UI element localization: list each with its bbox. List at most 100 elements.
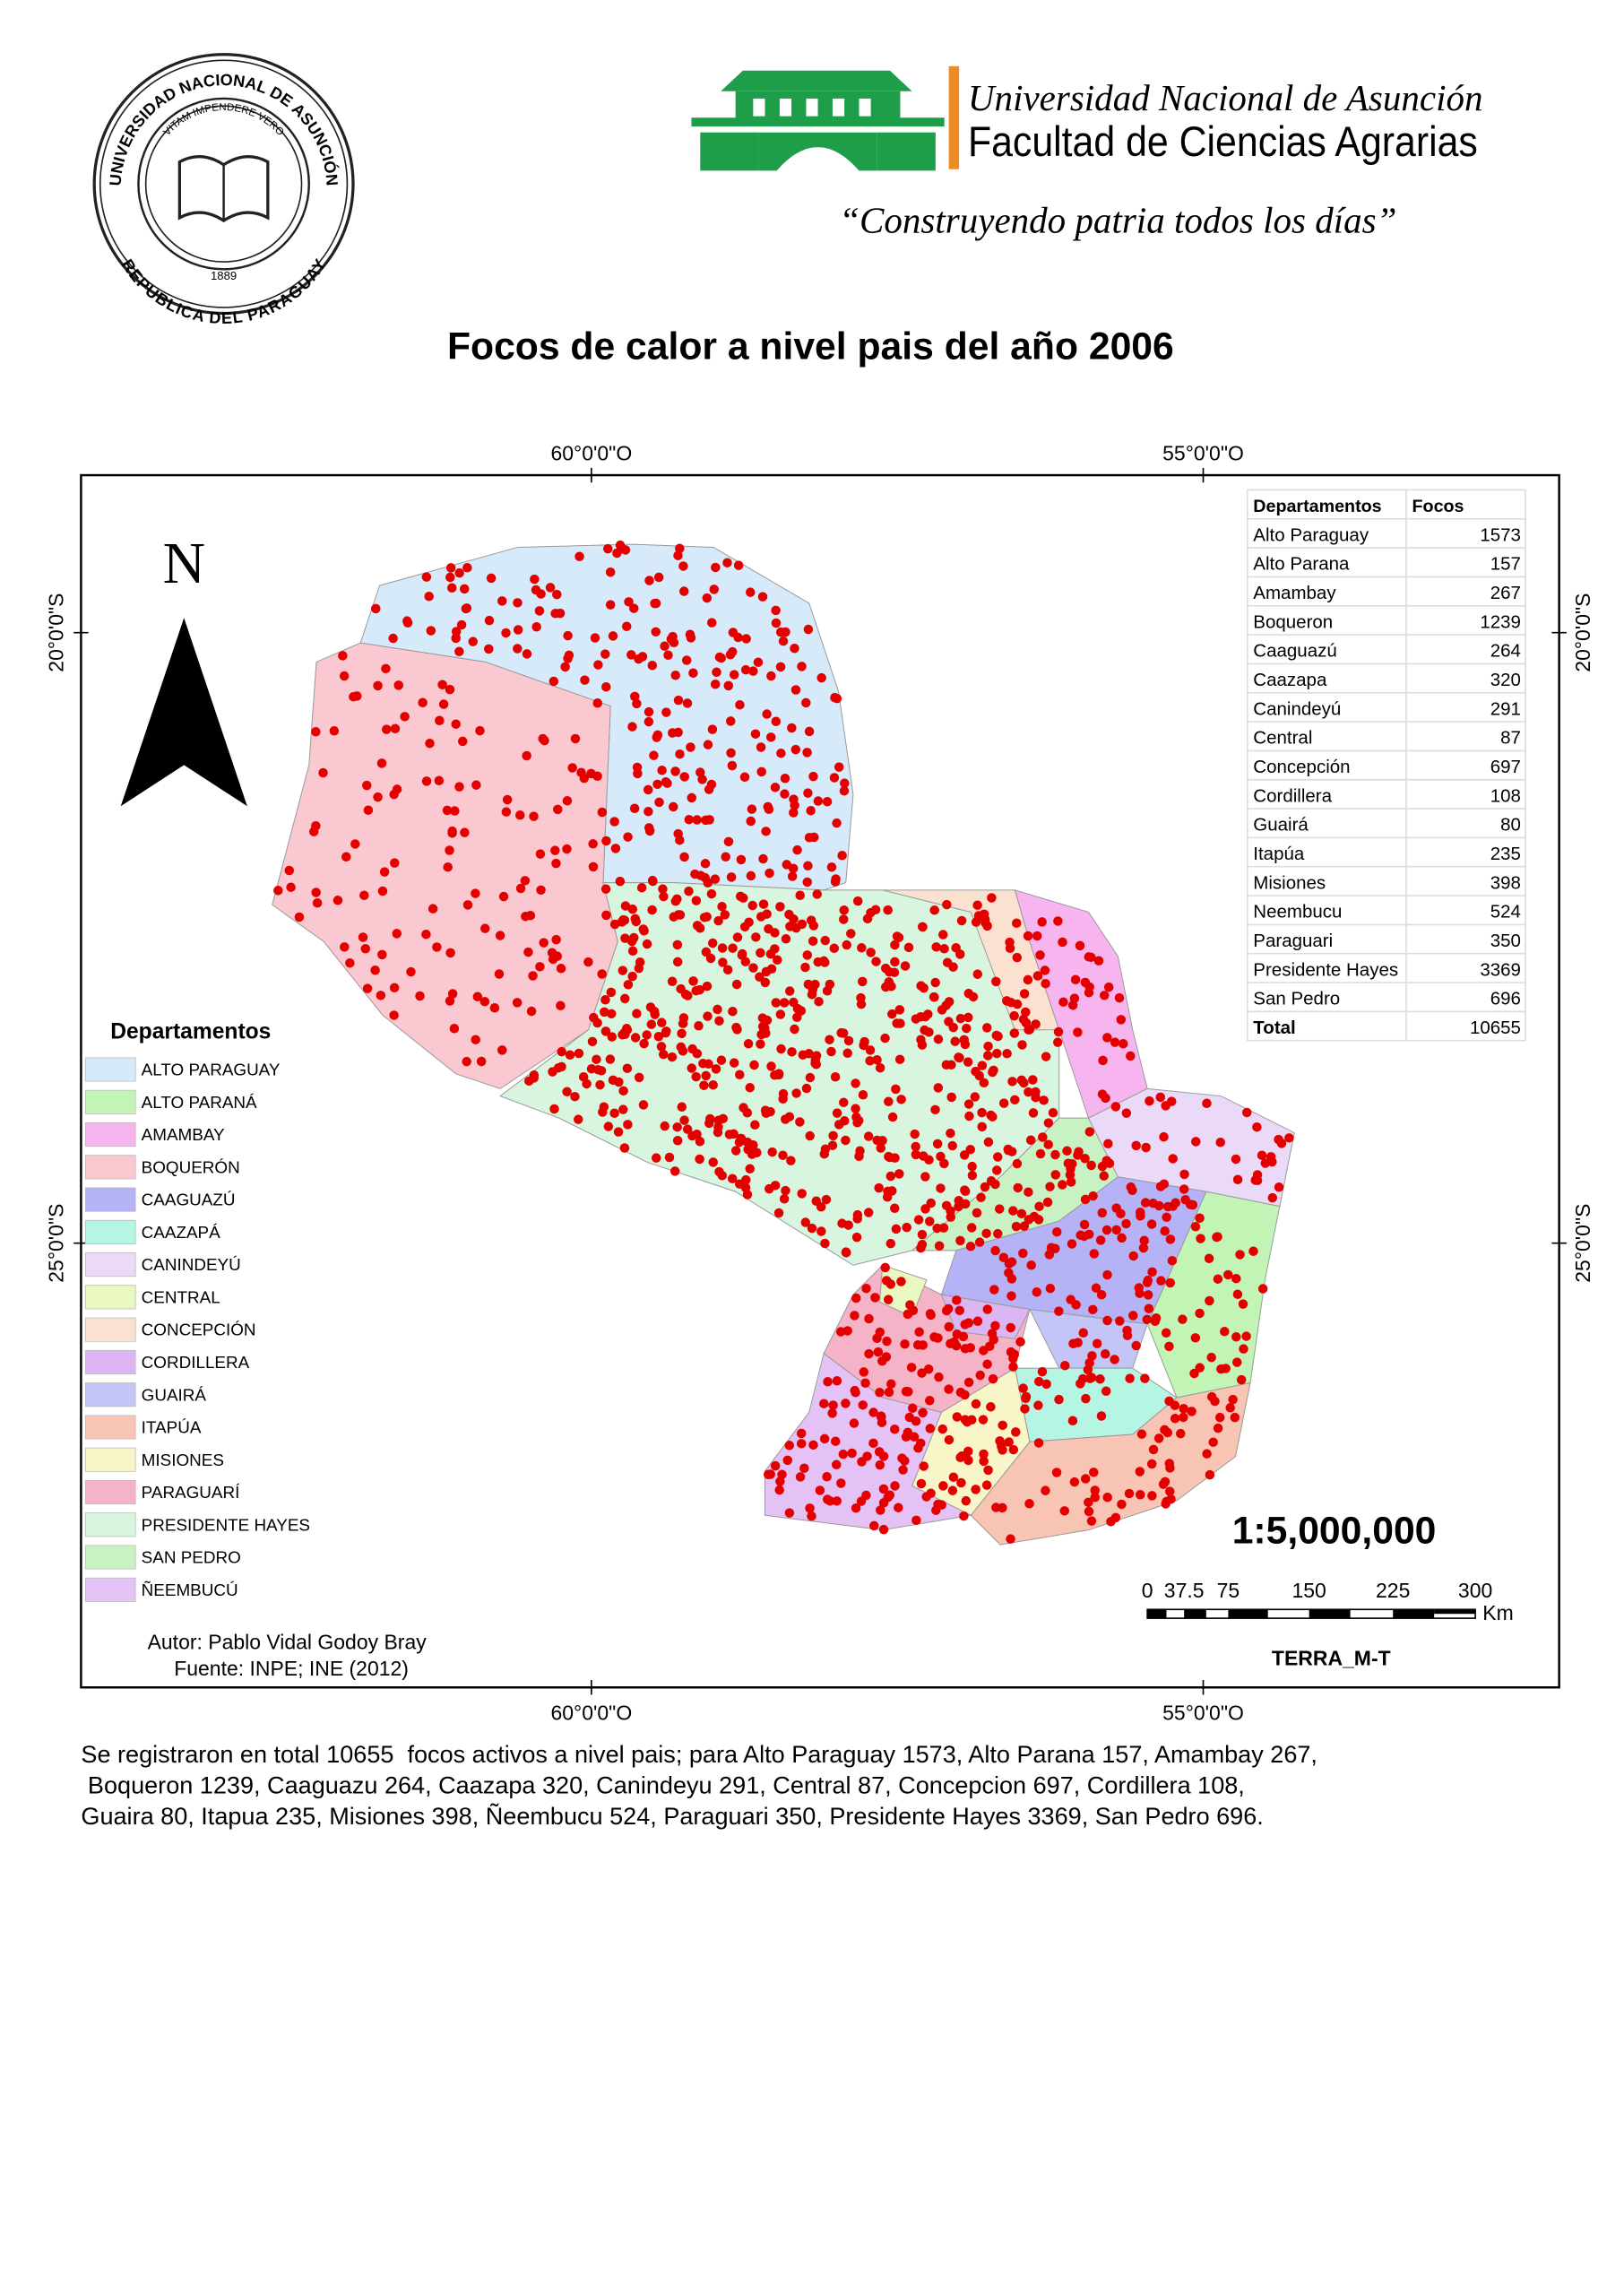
fire-hotspot <box>661 776 671 787</box>
fire-hotspot <box>1213 1274 1223 1284</box>
title: Focos de calor a nivel pais del año 2006 <box>447 325 1174 368</box>
fire-hotspot <box>687 1063 697 1073</box>
fire-hotspot <box>1040 966 1050 975</box>
fire-hotspot <box>778 1150 788 1160</box>
fire-hotspot <box>831 1436 841 1446</box>
fire-hotspot <box>998 1445 1007 1455</box>
fire-hotspot <box>936 1183 946 1193</box>
fire-hotspot <box>1045 1283 1056 1294</box>
fire-hotspot <box>562 795 573 806</box>
fire-hotspot <box>678 586 689 596</box>
fire-hotspot <box>589 1012 599 1023</box>
fire-hotspot <box>758 853 768 864</box>
fire-hotspot <box>1011 1427 1021 1437</box>
fire-hotspot <box>1081 1393 1091 1404</box>
fire-hotspot <box>979 909 989 919</box>
fire-hotspot <box>443 862 453 872</box>
legend-swatch <box>84 1479 136 1505</box>
fire-hotspot <box>1067 1000 1078 1010</box>
fire-hotspot <box>1104 1158 1115 1168</box>
fire-hotspot <box>421 572 432 582</box>
fire-hotspot <box>1252 1122 1262 1132</box>
fire-hotspot <box>1086 1516 1097 1526</box>
fire-hotspot <box>1093 956 1104 966</box>
fire-hotspot <box>774 1485 784 1495</box>
fire-hotspot <box>345 957 355 968</box>
fire-hotspot <box>609 1108 619 1119</box>
fire-hotspot <box>1212 1232 1222 1243</box>
fire-hotspot <box>876 1505 885 1515</box>
fire-hotspot <box>779 998 790 1008</box>
fire-hotspot <box>425 738 435 749</box>
fire-hotspot <box>746 870 756 881</box>
fire-hotspot <box>1170 1400 1180 1410</box>
fire-hotspot <box>1045 1182 1055 1191</box>
fire-hotspot <box>938 1223 949 1233</box>
fire-hotspot <box>911 1149 921 1160</box>
fire-hotspot <box>1004 1437 1014 1447</box>
fire-hotspot <box>359 890 369 900</box>
table-cell: 398 <box>1490 872 1521 893</box>
fire-hotspot <box>956 1477 966 1488</box>
fire-hotspot <box>913 1215 924 1225</box>
fire-hotspot <box>703 1011 713 1021</box>
fire-hotspot <box>903 1387 913 1397</box>
fire-hotspot <box>1008 1362 1018 1372</box>
fire-hotspot <box>757 1013 768 1023</box>
fire-hotspot <box>771 716 782 727</box>
fire-hotspot <box>886 1379 896 1389</box>
fire-hotspot <box>1165 1277 1176 1288</box>
fire-hotspot <box>534 606 545 616</box>
fire-hotspot <box>900 1456 910 1466</box>
fire-hotspot <box>851 1078 860 1088</box>
fire-hotspot <box>983 1041 993 1052</box>
fire-hotspot <box>839 1097 849 1108</box>
table-cell: Total <box>1253 1018 1295 1038</box>
fire-hotspot <box>1127 1311 1138 1321</box>
fire-hotspot <box>1102 1492 1112 1503</box>
fire-hotspot <box>770 944 780 954</box>
fire-hotspot <box>757 592 768 602</box>
fire-hotspot <box>914 1327 924 1338</box>
fire-hotspot <box>1002 1049 1012 1059</box>
fire-hotspot <box>884 1096 894 1107</box>
fire-hotspot <box>1009 1028 1020 1038</box>
fire-hotspot <box>971 1399 981 1409</box>
fire-hotspot <box>1140 1373 1150 1383</box>
fire-hotspot <box>648 876 658 887</box>
fire-hotspot <box>1017 1040 1027 1050</box>
fire-hotspot <box>415 991 425 1001</box>
fire-hotspot <box>841 1399 851 1408</box>
fire-hotspot <box>600 1026 611 1036</box>
fire-hotspot <box>855 1146 865 1156</box>
fire-hotspot <box>983 1465 993 1476</box>
fire-hotspot <box>753 657 764 668</box>
fire-hotspot <box>925 1309 936 1319</box>
fire-hotspot <box>1079 1219 1090 1230</box>
fire-hotspot <box>1143 1290 1153 1300</box>
fire-hotspot <box>802 748 812 758</box>
fire-hotspot <box>841 1135 851 1146</box>
fire-hotspot <box>329 726 340 736</box>
fire-hotspot <box>742 1190 753 1199</box>
fire-hotspot <box>803 788 813 798</box>
table-cell: Presidente Hayes <box>1253 959 1398 980</box>
fire-hotspot <box>1159 1131 1169 1142</box>
fire-hotspot <box>1080 1154 1090 1164</box>
fire-hotspot <box>530 574 540 585</box>
fire-hotspot <box>790 1024 799 1035</box>
table-cell: 157 <box>1490 554 1521 575</box>
fire-hotspot <box>963 1455 973 1466</box>
fire-hotspot <box>675 749 685 759</box>
fire-hotspot <box>1033 1376 1044 1387</box>
fire-hotspot <box>432 942 442 952</box>
fire-hotspot <box>1167 1255 1178 1266</box>
fire-hotspot <box>471 1035 480 1044</box>
fire-hotspot <box>964 1111 974 1122</box>
fire-hotspot <box>717 901 727 912</box>
fire-hotspot <box>998 1098 1009 1108</box>
fire-hotspot <box>756 1039 765 1049</box>
fire-hotspot <box>1008 1206 1018 1216</box>
fire-hotspot <box>952 1329 963 1339</box>
fire-hotspot <box>980 918 990 928</box>
